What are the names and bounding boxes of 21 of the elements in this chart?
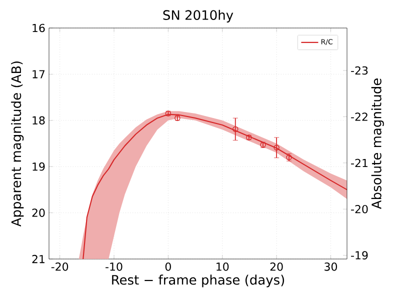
x-tick-label: 20 bbox=[270, 262, 283, 271]
x-tick-label: -20 bbox=[51, 262, 68, 271]
y2-tick-label: -22 bbox=[351, 112, 368, 121]
y-axis-title: Apparent magnitude (AB) bbox=[11, 61, 24, 227]
y2-tick-label: -20 bbox=[351, 204, 368, 214]
y-tick-label: 17 bbox=[32, 70, 45, 78]
y-tick-label: 20 bbox=[32, 208, 45, 217]
x-tick-label: 30 bbox=[324, 262, 338, 271]
x-tick-label: 10 bbox=[216, 262, 229, 271]
y2-tick-label: -19 bbox=[351, 251, 368, 260]
y-tick-label: 18 bbox=[32, 116, 45, 125]
y2-tick-label: -23 bbox=[351, 66, 368, 75]
y-tick-label: 21 bbox=[32, 254, 44, 264]
x-tick-label: -10 bbox=[106, 262, 122, 271]
x-axis-title: Rest − frame phase (days) bbox=[112, 274, 284, 288]
x-tick-label: 0 bbox=[165, 262, 171, 271]
chart-title: SN 2010hy bbox=[163, 10, 234, 22]
y2-tick-label: -21 bbox=[351, 158, 368, 167]
y2-axis-title: Absolute magnitude bbox=[371, 78, 384, 210]
y-tick-label: 16 bbox=[32, 24, 45, 32]
y-tick-label: 19 bbox=[32, 162, 45, 171]
